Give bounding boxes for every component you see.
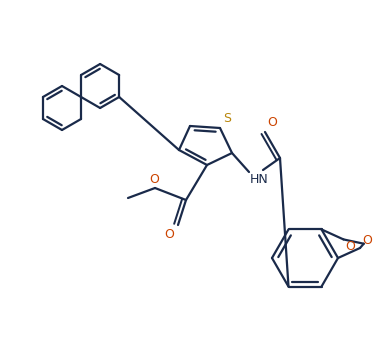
- Text: O: O: [362, 234, 372, 247]
- Text: S: S: [223, 112, 231, 125]
- Text: HN: HN: [250, 173, 269, 186]
- Text: O: O: [164, 228, 174, 241]
- Text: O: O: [267, 116, 277, 129]
- Text: O: O: [346, 240, 355, 253]
- Text: O: O: [149, 173, 159, 186]
